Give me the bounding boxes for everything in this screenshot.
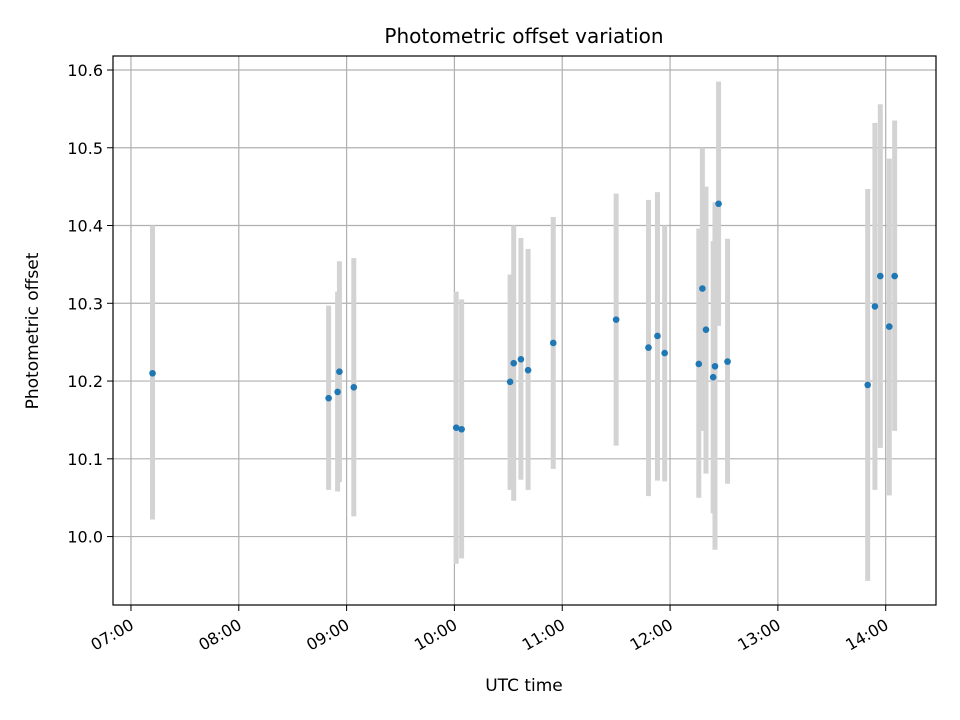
data-point [334, 389, 341, 396]
y-tick-label: 10.2 [67, 372, 103, 391]
data-point [149, 370, 156, 377]
y-tick-label: 10.6 [67, 61, 103, 80]
data-point [654, 333, 661, 340]
y-tick-label: 10.4 [67, 217, 103, 236]
data-point [699, 285, 706, 292]
x-axis-title: UTC time [485, 676, 563, 696]
y-tick-label: 10.3 [67, 294, 103, 313]
y-tick-label: 10.5 [67, 139, 103, 158]
data-point [507, 379, 514, 386]
data-point [350, 384, 357, 391]
data-point [325, 395, 332, 402]
data-point [877, 273, 884, 280]
y-tick-label: 10.1 [67, 450, 103, 469]
data-point [458, 426, 465, 433]
data-point [703, 326, 710, 333]
data-point [518, 356, 525, 363]
data-point [712, 363, 719, 370]
data-point [336, 368, 343, 375]
data-point [510, 360, 517, 367]
data-point [525, 367, 532, 374]
data-point [550, 340, 557, 347]
y-axis-title: Photometric offset [23, 252, 43, 409]
chart-title: Photometric offset variation [384, 24, 663, 48]
data-point [661, 350, 668, 357]
data-point [864, 382, 871, 389]
y-tick-label: 10.0 [67, 528, 103, 547]
data-point [710, 374, 717, 381]
data-point [715, 200, 722, 207]
data-point [886, 323, 893, 330]
data-point [645, 344, 652, 351]
data-point [872, 303, 879, 310]
data-point [696, 361, 703, 368]
data-point [891, 273, 898, 280]
data-point [724, 358, 731, 365]
data-point [613, 316, 620, 323]
